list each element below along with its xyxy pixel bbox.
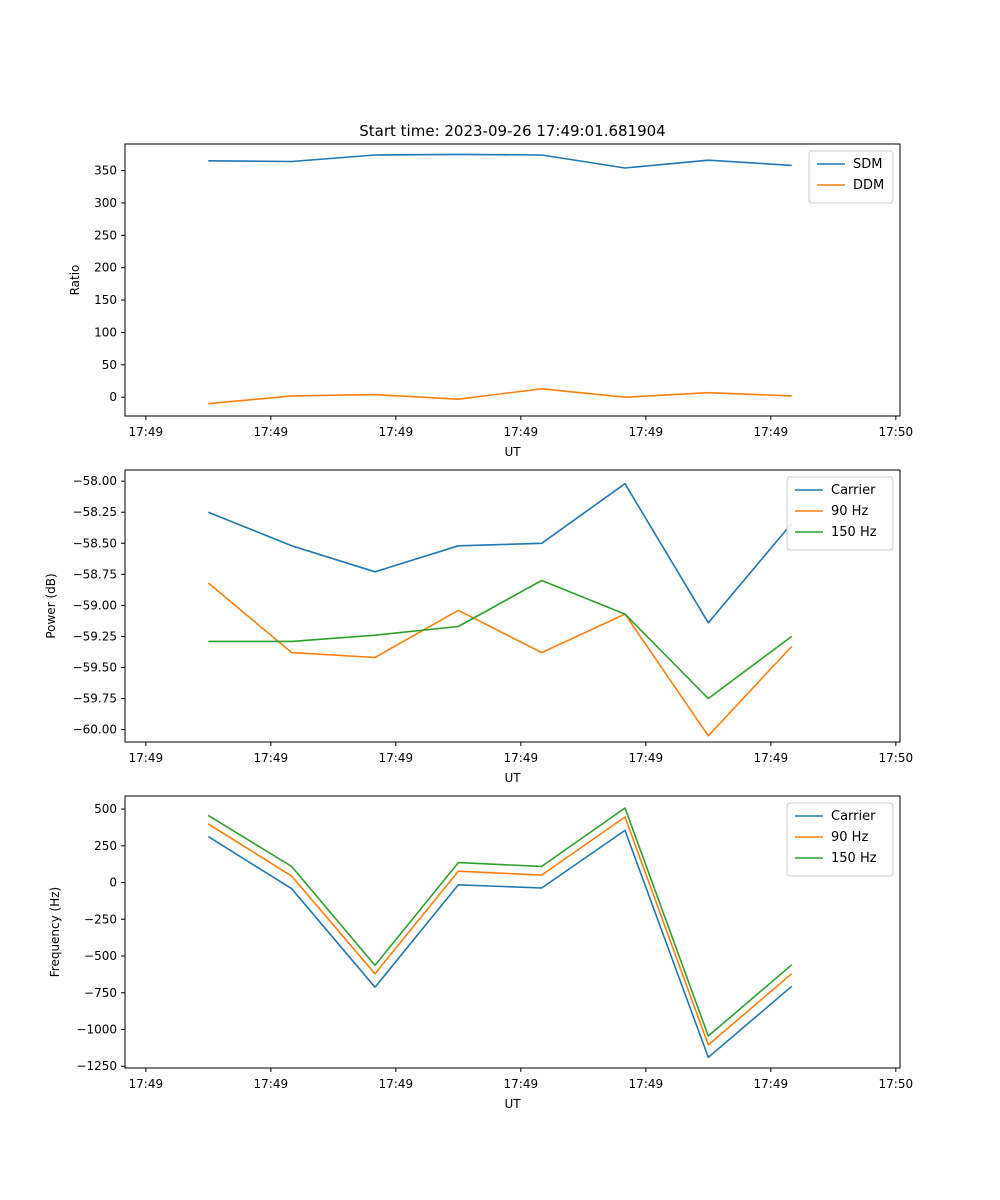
legend-label: 90 Hz [831, 830, 868, 845]
chart-panel-2: 17:49 17:49 17:49 17:49 17:49 17:49 17:50 −60.0… [44, 469, 914, 785]
plot-frame [124, 469, 901, 743]
x-tick-label: 17:50 [879, 751, 914, 765]
y-axis-label: Frequency (Hz) [48, 887, 62, 978]
y-tick-label: 0 [109, 390, 117, 404]
x-tick-label: 17:49 [379, 751, 414, 765]
legend: Carrier 90 Hz 150 Hz [786, 802, 894, 877]
x-tick-label: 17:49 [379, 1077, 414, 1091]
x-axis-label: UT [504, 771, 521, 785]
y-tick-label: −1250 [76, 1059, 117, 1073]
y-tick-label: 0 [109, 876, 117, 890]
y-tick-label: −58.00 [73, 474, 117, 488]
legend-label: 150 Hz [831, 525, 877, 540]
x-tick-label: 17:49 [629, 1077, 664, 1091]
x-axis-label: UT [504, 1097, 521, 1111]
series-line-150-hz [207, 807, 793, 1037]
y-tick-label: −250 [84, 912, 117, 926]
series-line-90-hz [207, 816, 793, 1046]
legend-label: Carrier [831, 483, 876, 498]
legend-label: Carrier [831, 809, 876, 824]
y-axis-label: Ratio [68, 265, 82, 296]
x-tick-label: 17:49 [129, 1077, 164, 1091]
x-tick-label: 17:49 [504, 751, 539, 765]
plot-frame [124, 143, 901, 417]
y-tick-label: 350 [94, 164, 117, 178]
x-tick-label: 17:49 [129, 751, 164, 765]
x-tick-label: 17:49 [754, 1077, 789, 1091]
x-tick-label: 17:49 [754, 425, 789, 439]
x-tick-label: 17:50 [879, 425, 914, 439]
x-tick-label: 17:49 [254, 425, 289, 439]
series-line-carrier [207, 829, 793, 1059]
y-tick-label: 150 [94, 293, 117, 307]
series-line-sdm [208, 153, 792, 169]
legend: SDM DDM [808, 150, 894, 204]
y-tick-label: −750 [84, 986, 117, 1000]
series-line-ddm [208, 387, 792, 405]
x-tick-label: 17:49 [504, 1077, 539, 1091]
x-tick-label: 17:49 [254, 751, 289, 765]
legend-label: SDM [853, 157, 882, 172]
y-tick-label: 50 [102, 358, 117, 372]
y-tick-label: 300 [94, 196, 117, 210]
series-line-90-hz [207, 582, 793, 737]
y-tick-label: −59.00 [73, 598, 117, 612]
legend-label: 150 Hz [831, 851, 877, 866]
y-tick-label: 100 [94, 325, 117, 339]
x-tick-label: 17:49 [129, 425, 164, 439]
y-tick-label: 250 [94, 228, 117, 242]
x-axis-label: UT [504, 445, 521, 459]
x-tick-label: 17:49 [504, 425, 539, 439]
y-tick-label: −500 [84, 949, 117, 963]
y-tick-label: −58.75 [73, 567, 117, 581]
y-tick-label: 200 [94, 261, 117, 275]
y-tick-label: −1000 [76, 1022, 117, 1036]
y-tick-label: 250 [94, 839, 117, 853]
chart-panel-3: 17:49 17:49 17:49 17:49 17:49 17:49 17:50 −1250… [48, 795, 914, 1111]
legend-label: DDM [853, 178, 884, 193]
y-tick-label: −58.50 [73, 536, 117, 550]
series-line-150-hz [208, 579, 793, 700]
figure-title: Start time: 2023-09-26 17:49:01.681904 [359, 122, 665, 140]
x-tick-label: 17:49 [379, 425, 414, 439]
y-tick-label: −59.75 [73, 692, 117, 706]
plot-frame [124, 795, 901, 1069]
series-line-carrier [208, 482, 793, 624]
x-tick-label: 17:49 [254, 1077, 289, 1091]
x-tick-label: 17:49 [629, 751, 664, 765]
x-tick-label: 17:49 [754, 751, 789, 765]
y-tick-label: −59.50 [73, 660, 117, 674]
y-tick-label: −58.25 [73, 505, 117, 519]
y-tick-label: 500 [94, 802, 117, 816]
x-tick-label: 17:50 [879, 1077, 914, 1091]
chart-panel-1: 17:49 17:49 17:49 17:49 17:49 17:49 17:50 0 50 10… [68, 143, 914, 459]
y-axis-label: Power (dB) [44, 573, 58, 638]
legend-label: 90 Hz [831, 504, 868, 519]
legend: Carrier 90 Hz 150 Hz [786, 476, 894, 551]
y-tick-label: −60.00 [73, 723, 117, 737]
y-tick-label: −59.25 [73, 629, 117, 643]
x-tick-label: 17:49 [629, 425, 664, 439]
